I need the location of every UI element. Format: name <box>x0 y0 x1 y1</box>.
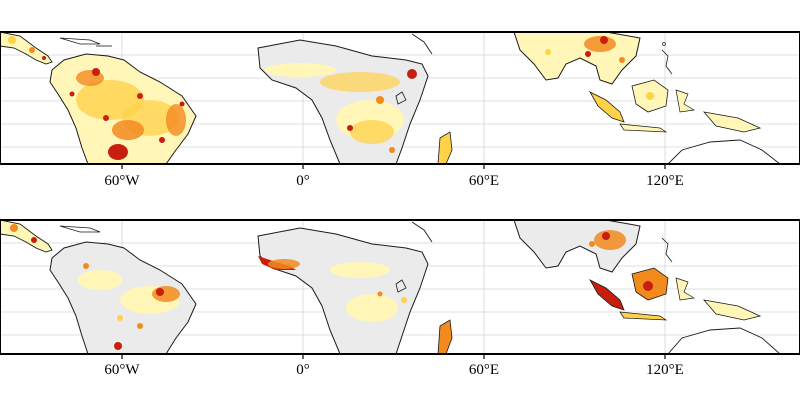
tick-label-60e-top: 60°E <box>469 173 499 189</box>
africa-bottom <box>257 221 433 354</box>
lon-tick-marks-top <box>121 164 666 169</box>
tick-label-60e-bottom: 60°E <box>469 362 499 378</box>
central-america-bottom <box>0 220 101 253</box>
panel-frame-top <box>0 31 800 165</box>
lon-tick-labels-bottom: 60°W 0° 60°E 120°E <box>104 362 683 378</box>
lon-tick-labels-top: 60°W 0° 60°E 120°E <box>104 173 683 189</box>
tick-label-60w-bottom: 60°W <box>104 362 140 378</box>
madagascar-top <box>437 131 453 164</box>
panel-frame-bottom <box>0 219 800 355</box>
lon-tick-marks-bottom <box>121 354 666 359</box>
tick-label-120e-top: 120°E <box>646 173 684 189</box>
southeast-asia-bottom <box>513 220 781 354</box>
panel-top <box>0 32 800 164</box>
southeast-asia-top <box>513 32 781 164</box>
south-america-top <box>49 53 197 164</box>
panel-bottom <box>0 220 800 354</box>
tick-label-60w-top: 60°W <box>104 173 140 189</box>
africa-top <box>257 33 433 164</box>
south-america-bottom <box>49 241 197 354</box>
tick-label-0-bottom: 0° <box>296 362 310 378</box>
madagascar-bottom <box>437 319 453 354</box>
central-america-top <box>0 32 112 65</box>
tick-label-0-top: 0° <box>296 173 310 189</box>
tick-label-120e-bottom: 120°E <box>646 362 684 378</box>
